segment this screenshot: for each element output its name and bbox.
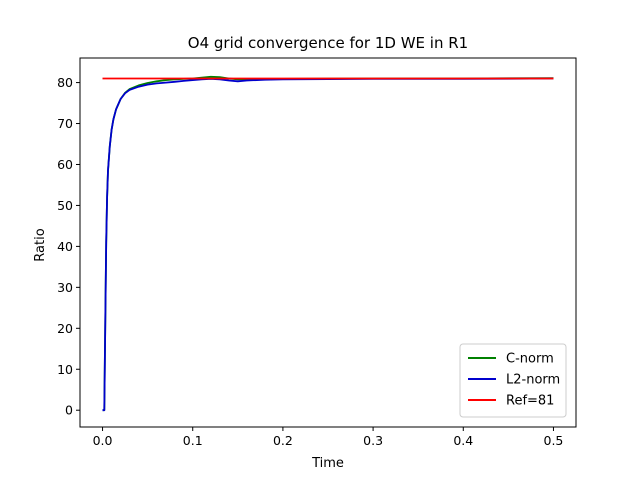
x-tick-label: 0.1: [183, 433, 203, 448]
plot-area: 0.0 0.1 0.2 0.3 0.4 0.5 0 10 20 30 40 50 60 70 80: [57, 57, 577, 448]
y-axis-label: Ratio: [33, 228, 48, 261]
axes-frame: [79, 57, 577, 428]
x-tick-label: 0.4: [453, 433, 473, 448]
x-axis-label: Time: [311, 456, 344, 471]
legend-box: [459, 343, 567, 418]
x-tick-label: 0.3: [363, 433, 383, 448]
y-tick-label: 80: [57, 75, 73, 90]
y-tick-label: 10: [57, 362, 73, 377]
y-tick-label: 70: [57, 116, 73, 131]
legend-label-2: Ref=81: [506, 394, 554, 409]
x-tick-label: 0.5: [544, 433, 564, 448]
legend-label-1: L2-norm: [506, 373, 560, 388]
y-tick-label: 60: [57, 157, 73, 172]
y-tick-label: 30: [57, 280, 73, 295]
x-tick-label: 0.0: [93, 433, 113, 448]
legend-label-0: C-norm: [506, 352, 554, 367]
legend: C-norm L2-norm Ref=81: [459, 343, 567, 418]
y-tick-label: 0: [65, 403, 73, 418]
y-tick-label: 50: [57, 198, 73, 213]
y-tick-label: 40: [57, 239, 73, 254]
x-tick-label: 0.2: [273, 433, 293, 448]
y-tick-label: 20: [57, 321, 73, 336]
chart-title: O4 grid convergence for 1D WE in R1: [188, 34, 468, 52]
